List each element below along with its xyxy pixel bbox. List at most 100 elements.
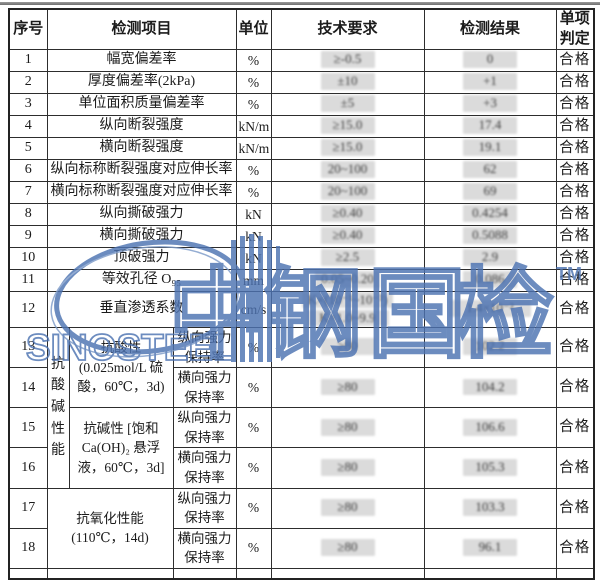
- table-row: 1 幅宽偏差率 % ≥-0.5 0 合格: [8, 49, 595, 72]
- serial: 6: [8, 159, 48, 182]
- verdict: 合格: [555, 181, 595, 204]
- unit: %: [235, 71, 272, 94]
- result-value: +1: [463, 73, 517, 91]
- unit: %: [235, 447, 272, 489]
- requirement-value: ≥80: [320, 418, 375, 436]
- table-row: 2 厚度偏差率(2kPa) % ±10 +1 合格: [8, 71, 595, 94]
- result-cell: 2.9: [423, 247, 557, 270]
- result-cell: 0.086: [423, 269, 557, 292]
- requirement-cell: ≥2.5: [270, 247, 425, 270]
- result-cell: 96.1: [423, 527, 557, 569]
- result-cell: 0.4254: [423, 203, 557, 226]
- sub-item: 横向强力保持率: [172, 367, 237, 409]
- group-label-acid-alkali: 抗酸碱性能: [46, 327, 70, 489]
- requirement-cell: 20~100: [270, 159, 425, 182]
- sub-item: 纵向强力保持率: [172, 407, 237, 449]
- serial: 17: [8, 487, 48, 529]
- requirement-cell: K×(10⁻¹~10⁻³) K=1.0~9.9: [270, 291, 425, 328]
- result-cell: 1.4×10⁻²: [423, 291, 557, 328]
- unit: %: [235, 326, 272, 369]
- item-name-oxidation-resistance: 抗氧化性能 (110℃，14d): [46, 487, 174, 569]
- verdict: 合格: [555, 93, 595, 116]
- result-value: 2.9: [463, 249, 517, 267]
- unit: %: [235, 407, 272, 449]
- result-cell: +1: [423, 71, 557, 94]
- header-result: 检测结果: [423, 8, 557, 50]
- serial: 3: [8, 93, 48, 116]
- table-row: 14 横向强力保持率 % ≥80 104.2 合格: [8, 367, 595, 409]
- item-name: 幅宽偏差率: [46, 49, 237, 72]
- serial: 14: [8, 367, 48, 409]
- unit: kN: [235, 247, 272, 270]
- result-value: 69: [463, 183, 517, 201]
- requirement-cell: 20~100: [270, 181, 425, 204]
- table-row: 13 抗酸碱性能 抗酸性 (0.025mol/L 硫酸，60℃，3d) 纵向强力…: [8, 326, 595, 489]
- requirement-value: ±5: [320, 95, 375, 113]
- verdict: 合格: [555, 203, 595, 226]
- serial: 8: [8, 203, 48, 226]
- result-value: 102.2: [463, 338, 517, 356]
- item-name: 纵向撕破强力: [46, 203, 237, 226]
- result-cell: 103.3: [423, 487, 557, 529]
- result-value: 19.1: [463, 139, 517, 157]
- result-value: 106.6: [463, 418, 517, 436]
- item-name: 单位面积质量偏差率: [46, 93, 237, 116]
- header-verdict: 单项判定: [555, 8, 595, 50]
- unit: %: [235, 527, 272, 569]
- result-cell: 106.6: [423, 407, 557, 449]
- item-name: 垂直渗透系数: [46, 291, 237, 328]
- serial: 4: [8, 115, 48, 138]
- requirement-cell: ≥80: [270, 447, 425, 489]
- item-name-acid-resistance: 抗酸性 (0.025mol/L 硫酸，60℃，3d): [68, 326, 174, 409]
- requirement-cell: ≥80: [270, 487, 425, 529]
- requirement-value: ≥80: [320, 458, 375, 476]
- requirement-value: ≥80: [320, 498, 375, 516]
- result-value: 62: [463, 161, 517, 179]
- verdict: 合格: [555, 115, 595, 138]
- verdict: 合格: [555, 269, 595, 292]
- page-top-rule: [0, 2, 600, 5]
- header-unit: 单位: [235, 8, 272, 50]
- sub-item: 纵向强力保持率: [172, 487, 237, 529]
- result-cell: 69: [423, 181, 557, 204]
- unit: %: [235, 367, 272, 409]
- unit: kN/m: [235, 115, 272, 138]
- serial: 15: [8, 407, 48, 449]
- requirement-value: ≥2.5: [320, 249, 375, 267]
- serial: 7: [8, 181, 48, 204]
- requirement-value: ≥80: [320, 378, 375, 396]
- serial: 18: [8, 527, 48, 569]
- requirement-value: ±10: [320, 73, 375, 91]
- requirement-cell: 0.05~0.20: [270, 269, 425, 292]
- item-name: 纵向断裂强度: [46, 115, 237, 138]
- sub-item: 纵向强力保持率: [172, 326, 237, 369]
- table-row: 3 单位面积质量偏差率 % ±5 +3 合格: [8, 93, 595, 116]
- requirement-value: ≥80: [320, 539, 375, 556]
- unit: %: [235, 159, 272, 182]
- table-row: 4 纵向断裂强度 kN/m ≥15.0 17.4 合格: [8, 115, 595, 138]
- requirement-cell: ≥80: [270, 326, 425, 369]
- requirement-value-line1: K×(10⁻¹~10⁻³): [301, 292, 394, 309]
- table-row: 10 顶破强力 kN ≥2.5 2.9 合格: [8, 247, 595, 270]
- header-requirement: 技术要求: [270, 8, 425, 50]
- unit: %: [235, 181, 272, 204]
- item-name: 横向标称断裂强度对应伸长率: [46, 181, 237, 204]
- result-cell: 17.4: [423, 115, 557, 138]
- requirement-value: ≥80: [320, 338, 375, 356]
- item-name: 横向撕破强力: [46, 225, 237, 248]
- item-name: 横向断裂强度: [46, 137, 237, 160]
- unit: %: [235, 93, 272, 116]
- verdict: 合格: [555, 367, 595, 409]
- table-row: 12 垂直渗透系数 cm/s K×(10⁻¹~10⁻³) K=1.0~9.9 1…: [8, 291, 595, 328]
- result-cell: 102.2: [423, 326, 557, 369]
- unit: cm/s: [235, 291, 272, 328]
- unit: mm: [235, 269, 272, 292]
- requirement-value: 20~100: [320, 161, 375, 179]
- requirement-value: 0.05~0.20: [315, 271, 380, 289]
- requirement-cell: ≥80: [270, 527, 425, 569]
- unit: %: [235, 49, 272, 72]
- requirement-value: ≥15.0: [320, 139, 375, 157]
- requirement-value-line2: K=1.0~9.9: [306, 309, 389, 326]
- item-name: 顶破强力: [46, 247, 237, 270]
- verdict: 合格: [555, 137, 595, 160]
